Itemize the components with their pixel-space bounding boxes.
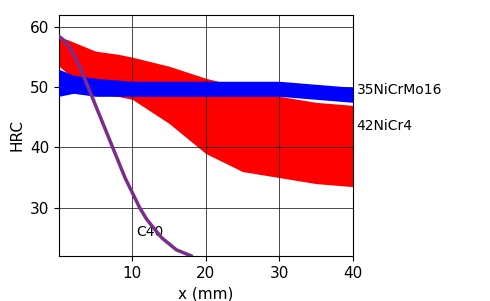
Text: 42NiCr4: 42NiCr4: [356, 119, 413, 133]
Text: 35NiCrMo16: 35NiCrMo16: [356, 83, 442, 97]
Text: C40: C40: [136, 225, 163, 239]
Y-axis label: HRC: HRC: [9, 119, 24, 151]
X-axis label: x (mm): x (mm): [178, 286, 234, 301]
